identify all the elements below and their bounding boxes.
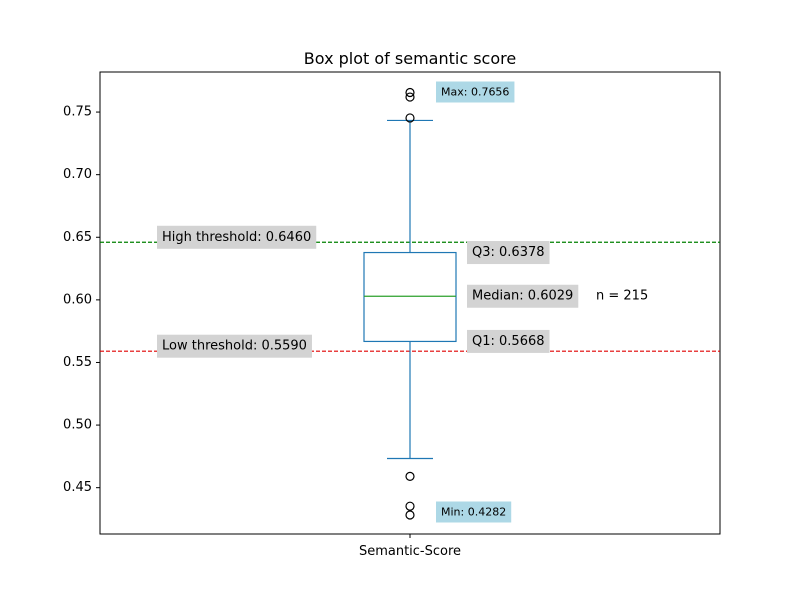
y-tick-label: 0.55 — [63, 355, 92, 370]
x-tick-label: Semantic-Score — [359, 544, 461, 559]
outlier-point — [405, 87, 415, 98]
y-tick-label: 0.50 — [63, 418, 92, 433]
threshold-label-background — [157, 225, 317, 249]
y-tick-label: 0.70 — [63, 167, 92, 182]
sample-size-label: n = 215 — [596, 289, 648, 304]
outlier-point — [405, 92, 415, 102]
outlier-point — [405, 510, 415, 520]
min-label-background — [436, 501, 512, 523]
y-tick-label: 0.45 — [63, 480, 92, 495]
threshold-label-background — [157, 334, 312, 358]
outlier-point — [405, 471, 415, 482]
q1-label: Q1: 0.5668 — [472, 334, 545, 349]
iqr-box — [363, 251, 457, 343]
y-tick-label: 0.65 — [63, 230, 92, 245]
plot-area: 0.45 0.50 0.55 0.60 0.65 0.70 0.75 High thresho… — [63, 71, 721, 538]
outlier-point — [405, 501, 415, 511]
y-tick-label: 0.75 — [63, 105, 92, 120]
threshold-label: Low threshold: 0.5590 — [162, 339, 307, 354]
q1-label-background — [467, 329, 550, 353]
median-label: Median: 0.6029 — [472, 289, 573, 304]
threshold-label: High threshold: 0.6460 — [162, 230, 311, 245]
y-tick-label: 0.60 — [63, 292, 92, 307]
median-label-background — [467, 284, 579, 308]
q3-label-background — [467, 241, 550, 265]
chart-title: Box plot of semantic score — [304, 49, 516, 68]
outlier-point — [405, 113, 415, 123]
max-label: Max: 0.7656 — [441, 86, 509, 99]
max-label-background — [436, 81, 515, 103]
min-label: Min: 0.4282 — [441, 506, 506, 519]
q3-label: Q3: 0.6378 — [472, 245, 545, 260]
